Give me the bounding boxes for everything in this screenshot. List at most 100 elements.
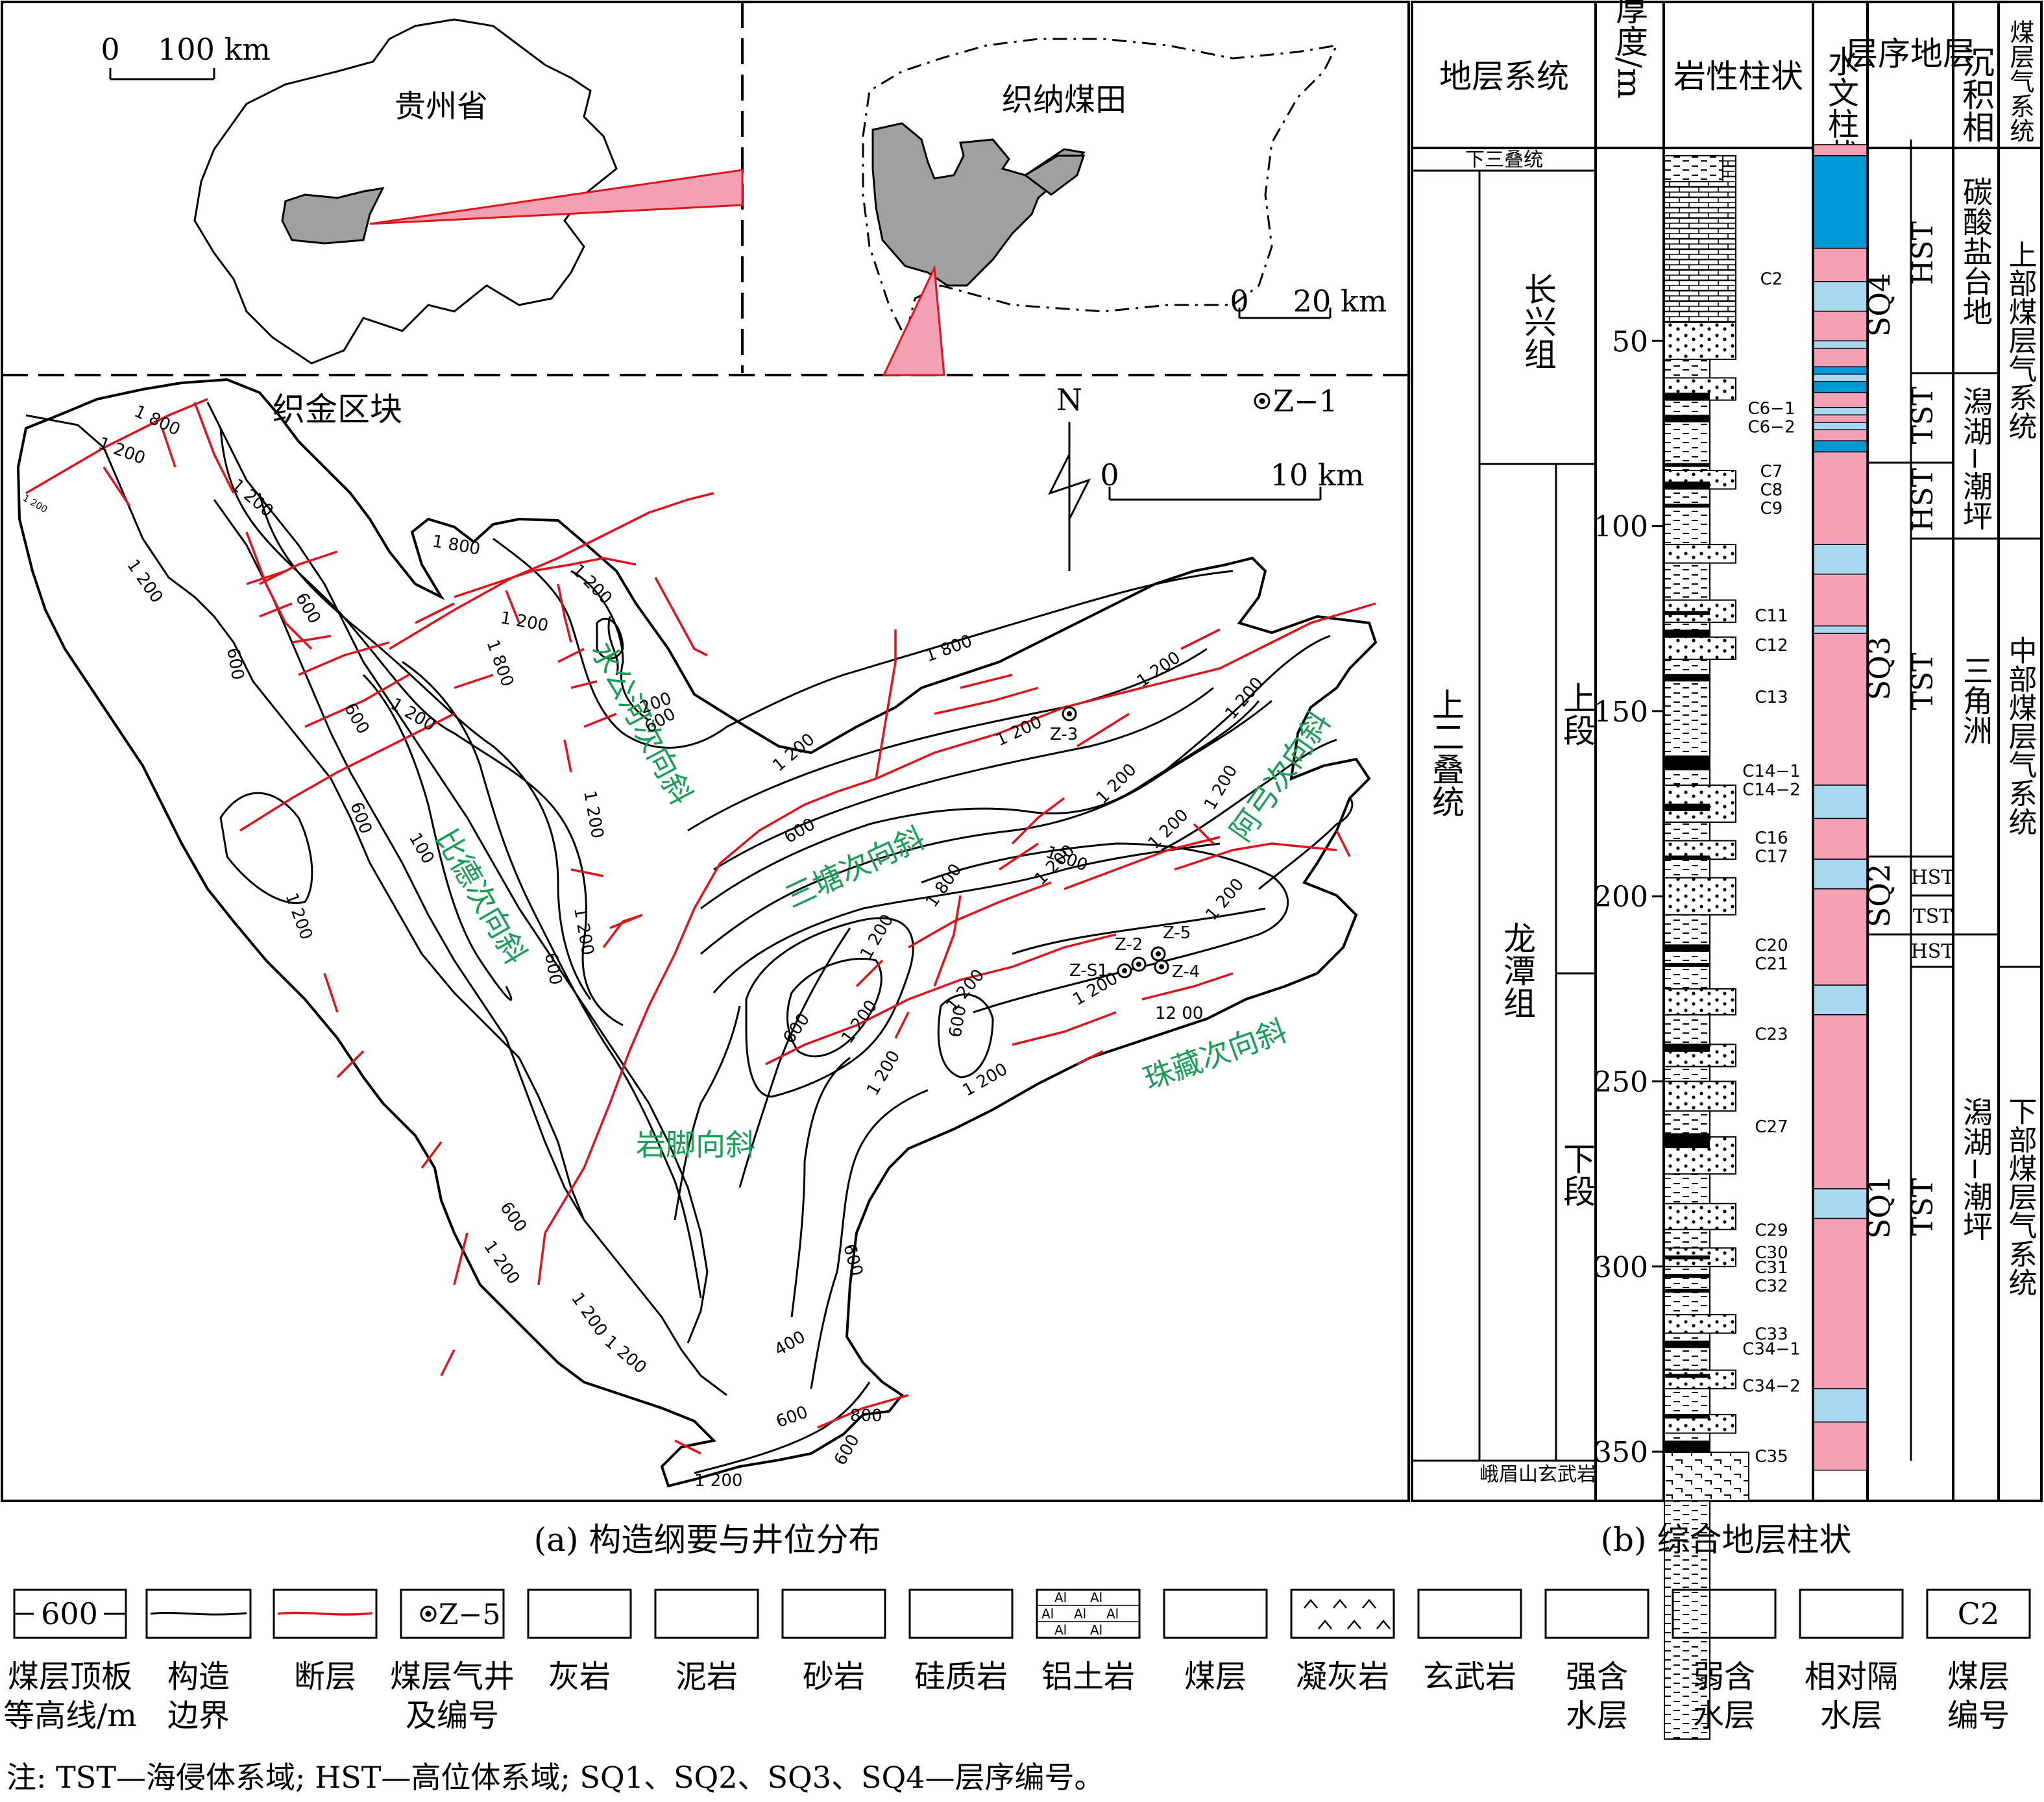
litho-beds (1664, 321, 1736, 1452)
sequence-label: SQ4 (1862, 273, 1897, 337)
seam-label: C33 (1755, 1325, 1788, 1345)
litho-sandstone (1664, 599, 1736, 623)
contour-label: 1 200 (568, 561, 616, 609)
contour-closed (596, 618, 624, 660)
legend-label: 煤层气井 (390, 1659, 515, 1695)
contour (1258, 797, 1354, 890)
litho-basalt (1664, 1452, 1749, 1502)
contour-label: 1 200 (1200, 762, 1241, 813)
litho-coal (1664, 1255, 1710, 1260)
fault (609, 914, 643, 929)
al-mark: Al (1054, 1590, 1067, 1605)
legend-label: 砂岩 (803, 1659, 865, 1695)
header-stratigraphy: 地层系统 (1439, 58, 1569, 95)
fault (304, 674, 409, 728)
hydro-band (1813, 422, 1868, 430)
hydro-band (1813, 347, 1868, 367)
legend-label: 凝灰岩 (1296, 1659, 1389, 1695)
well-zs1: Z-S1 (1069, 961, 1132, 980)
well-key-label: Z−1 (1273, 384, 1338, 419)
hydro-band (1813, 858, 1868, 890)
seam-label: C29 (1755, 1221, 1788, 1241)
hydro-band (1813, 247, 1868, 282)
hydro-band (1813, 1421, 1868, 1471)
contour-label: 1 200 (21, 493, 49, 515)
tuff-pattern-icon (1304, 1599, 1391, 1629)
legend-label: 强含 (1566, 1659, 1628, 1695)
seam-label: C8 (1760, 481, 1783, 500)
facies-label: 三角洲 (1958, 655, 1993, 745)
legend-label: 相对隔 (1805, 1659, 1898, 1695)
contour-label: 1 200 (228, 475, 277, 521)
inset-zhina: 织纳煤田 0 20 km (862, 38, 1387, 376)
seam-label: C6−1 (1747, 399, 1795, 419)
fault (336, 1050, 365, 1078)
contour-label: 1 200 (579, 789, 607, 840)
zhina-eastern-arm (1023, 154, 1086, 196)
contour (700, 700, 1260, 910)
panel-a-frame (1, 1, 1410, 1502)
legend-key-coal (1163, 1589, 1268, 1639)
well-dot (1259, 398, 1265, 404)
legend-key-well (400, 1589, 505, 1639)
fault (1064, 836, 1221, 890)
fault (999, 842, 1039, 871)
well-label: Z-5 (1163, 923, 1191, 943)
seam-label: C16 (1755, 829, 1788, 848)
contour (1012, 907, 1266, 955)
legend-label: 弱含 (1693, 1659, 1755, 1695)
fault (440, 1349, 456, 1376)
fault (602, 914, 643, 949)
unit-upper-member: 上段 (1558, 681, 1596, 746)
litho-coal (1664, 944, 1710, 952)
seam-label: C7 (1760, 462, 1783, 481)
panel-b-caption: (b) 综合地层柱状 (1601, 1521, 1852, 1559)
contour-label: 1 200 (1134, 648, 1184, 691)
contour-label: 600 (831, 1431, 864, 1469)
fault (1180, 628, 1221, 650)
legend-label: 泥岩 (675, 1659, 738, 1695)
litho-sandstone (1664, 988, 1736, 1016)
fault (570, 680, 598, 689)
legend-label: 玄武岩 (1423, 1659, 1516, 1695)
sequence-column: SQ4 SQ3 SQ2 SQ1 HST TST HST TST HST TST … (1862, 140, 2041, 1461)
facies-label: 潟湖−潮坪 (1958, 1097, 1993, 1241)
well-z4: Z-4 (1154, 959, 1200, 982)
hydro-band (1813, 451, 1868, 545)
litho-coal (1664, 803, 1710, 811)
litho-coal (1664, 1044, 1710, 1052)
scale-zero-2: 0 (1230, 284, 1248, 319)
contour-label: 1 200 (570, 906, 597, 957)
well-label: Z-4 (1172, 962, 1200, 982)
litho-coal (1664, 1289, 1710, 1293)
litho-coal (1664, 1440, 1710, 1452)
seam-label: C31 (1755, 1258, 1788, 1278)
contour (790, 1056, 851, 1318)
contour (219, 792, 313, 904)
fault (544, 602, 1376, 1234)
contour-label: 1 800 (131, 402, 183, 440)
litho-coal (1664, 629, 1710, 637)
hydro-band (1813, 373, 1868, 382)
fault (765, 933, 1117, 1065)
fault (291, 635, 332, 644)
legend-label: 铝土岩 (1041, 1659, 1135, 1695)
legend-key-bauxite (1036, 1589, 1141, 1639)
zhijin-region-fill (281, 187, 385, 245)
structure-label: 水公河次向斜 (584, 636, 699, 810)
bauxite-pattern-icon: Al Al Al Al Al Al Al (1037, 1590, 1139, 1638)
litho-coal (1664, 1340, 1710, 1348)
seam-label: C23 (1755, 1025, 1788, 1044)
unit-longtan: 龙潭组 (1498, 921, 1536, 1019)
fault (25, 398, 208, 494)
contour-label: 800 (850, 1406, 882, 1426)
fault (537, 1232, 546, 1285)
hydro-band (1813, 818, 1868, 860)
hydro-band (1813, 381, 1868, 393)
scale-zero-3: 0 (1100, 457, 1119, 493)
unit-upper-permian: 上二叠统 (1427, 688, 1465, 818)
fault (557, 583, 572, 643)
hydro-band (1813, 155, 1868, 249)
scale-zero: 0 (101, 32, 119, 67)
legend-labels: 煤层顶板等高线/m 构造边界 断层 煤层气井及编号 灰岩 泥岩 砂岩 硅质岩 铝土岩 煤层 凝灰岩玄… (3, 1659, 2010, 1734)
